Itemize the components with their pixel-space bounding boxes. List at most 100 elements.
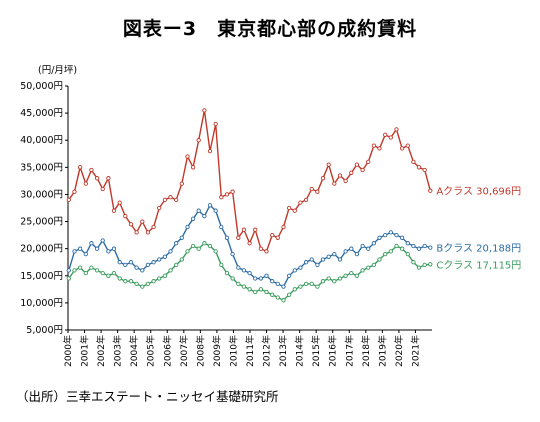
data-point — [309, 257, 314, 262]
data-point — [388, 230, 393, 235]
data-point — [72, 268, 77, 273]
data-point — [422, 243, 427, 249]
data-point — [230, 276, 235, 281]
data-point — [83, 270, 88, 276]
data-point — [383, 251, 388, 257]
data-point — [275, 281, 280, 287]
data-point — [162, 273, 168, 278]
chart-axes — [65, 85, 432, 333]
data-point — [117, 200, 122, 205]
x-tick-label: 2008年 — [194, 335, 206, 367]
data-point — [236, 281, 241, 287]
y-tick-labels: 5,000円 10,000円 15,000円 20,000円 25,000円 30,000… — [20, 81, 63, 336]
data-point — [190, 165, 196, 170]
data-point — [72, 249, 77, 254]
data-point — [383, 132, 388, 137]
x-tick-label: 2005年 — [145, 335, 157, 367]
y-tick-label: 25,000円 — [20, 217, 63, 228]
data-point — [337, 257, 343, 262]
data-point — [264, 273, 269, 278]
data-point — [258, 246, 264, 251]
data-point — [343, 249, 348, 254]
data-point — [236, 265, 241, 270]
series-line-a — [68, 110, 431, 253]
data-point — [264, 289, 269, 295]
data-point — [134, 265, 139, 270]
data-point — [281, 284, 286, 289]
data-point — [185, 249, 190, 254]
data-point — [128, 260, 134, 265]
data-point — [157, 276, 162, 281]
data-point — [111, 246, 117, 251]
data-point — [394, 127, 399, 132]
data-point — [77, 265, 83, 270]
data-point — [315, 189, 320, 194]
data-point — [202, 108, 207, 113]
data-point — [179, 181, 184, 186]
data-point — [428, 262, 433, 267]
data-point — [247, 241, 252, 246]
data-point — [140, 219, 145, 224]
data-point — [185, 224, 190, 230]
data-point — [315, 262, 320, 268]
data-point — [411, 260, 416, 265]
y-tick-label: 15,000円 — [20, 271, 63, 282]
data-point — [106, 273, 111, 278]
data-point — [360, 167, 365, 173]
data-point — [241, 227, 247, 232]
data-point — [309, 281, 314, 287]
data-point — [207, 243, 213, 249]
data-point — [179, 235, 184, 240]
x-tick-label: 2017年 — [343, 335, 355, 367]
data-point — [343, 178, 348, 184]
data-point — [298, 265, 303, 270]
data-point — [270, 279, 275, 284]
data-point — [224, 270, 230, 276]
data-point — [230, 251, 235, 257]
data-point — [77, 246, 83, 251]
data-point — [416, 246, 422, 251]
data-point — [196, 208, 201, 213]
data-point — [332, 279, 337, 284]
series-layer — [66, 108, 433, 303]
data-point — [377, 146, 382, 151]
data-point — [89, 265, 94, 270]
data-point — [416, 165, 422, 170]
data-point — [286, 273, 292, 278]
data-point — [349, 270, 354, 276]
y-tick-label: 5,000円 — [26, 325, 63, 336]
data-point — [422, 262, 427, 268]
data-point — [247, 287, 252, 292]
data-point — [174, 241, 179, 246]
x-tick-label: 2020年 — [393, 335, 405, 367]
data-point — [354, 162, 360, 167]
data-point — [196, 138, 201, 143]
x-tick-labels: 2000年 2001年 2002年 2003年 2004年 2005年 2006年 2007年… — [62, 335, 421, 367]
data-point — [106, 249, 111, 254]
data-point — [100, 238, 105, 243]
data-point — [405, 241, 410, 246]
data-point — [303, 281, 309, 287]
data-point — [247, 270, 252, 276]
x-tick-label: 2001年 — [79, 335, 91, 367]
data-point — [100, 270, 105, 276]
data-point — [196, 246, 201, 251]
data-point — [140, 284, 145, 289]
data-point — [253, 289, 258, 295]
data-point — [320, 279, 326, 284]
data-point — [66, 268, 71, 273]
data-point — [168, 249, 173, 254]
data-point — [286, 292, 292, 297]
data-point — [185, 154, 190, 159]
data-point — [83, 251, 88, 257]
data-point — [383, 232, 388, 238]
data-point — [241, 268, 247, 273]
data-point — [128, 222, 134, 227]
data-point — [168, 268, 173, 273]
data-point — [253, 227, 258, 232]
data-point — [337, 276, 343, 281]
x-tick-label: 2019年 — [376, 335, 388, 367]
data-point — [145, 281, 151, 287]
data-point — [174, 197, 179, 203]
data-point — [405, 251, 410, 257]
